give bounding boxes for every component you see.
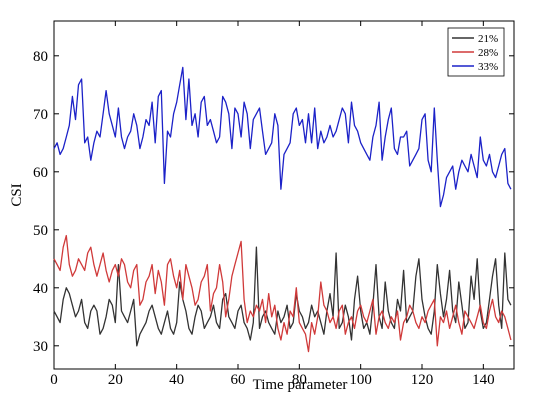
x-tick-label-6: 120 [411, 372, 434, 388]
x-tick-label-3: 60 [231, 372, 246, 388]
y-tick-label-0: 30 [33, 339, 48, 355]
legend-label-1: 28% [478, 47, 498, 59]
x-tick-label-4: 80 [292, 372, 307, 388]
plot-frame [53, 20, 515, 370]
x-tick-label-5: 100 [349, 372, 372, 388]
x-tick-label-7: 140 [472, 372, 495, 388]
legend: 21% 28% 33% [447, 27, 505, 77]
y-tick-label-1: 40 [33, 281, 48, 297]
x-tick-label-2: 40 [169, 372, 184, 388]
y-tick-label-2: 50 [33, 223, 48, 239]
series-line-1 [53, 234, 512, 353]
x-tick-label-1: 20 [108, 372, 123, 388]
y-tick-label-3: 60 [33, 165, 48, 181]
legend-label-0: 21% [478, 33, 498, 45]
y-tick-label-4: 70 [33, 107, 48, 123]
x-axis-title: Time parameter [253, 377, 348, 393]
series-lines [53, 66, 512, 353]
series-line-2 [53, 66, 512, 208]
y-axis-title: CSI [9, 183, 25, 206]
y-tick-label-5: 80 [33, 49, 48, 65]
x-tick-label-0: 0 [50, 372, 58, 388]
legend-label-2: 33% [478, 61, 498, 73]
axis-ticks: 0 20 40 60 80 100 120 140 30 40 50 60 70 80 [33, 21, 514, 388]
